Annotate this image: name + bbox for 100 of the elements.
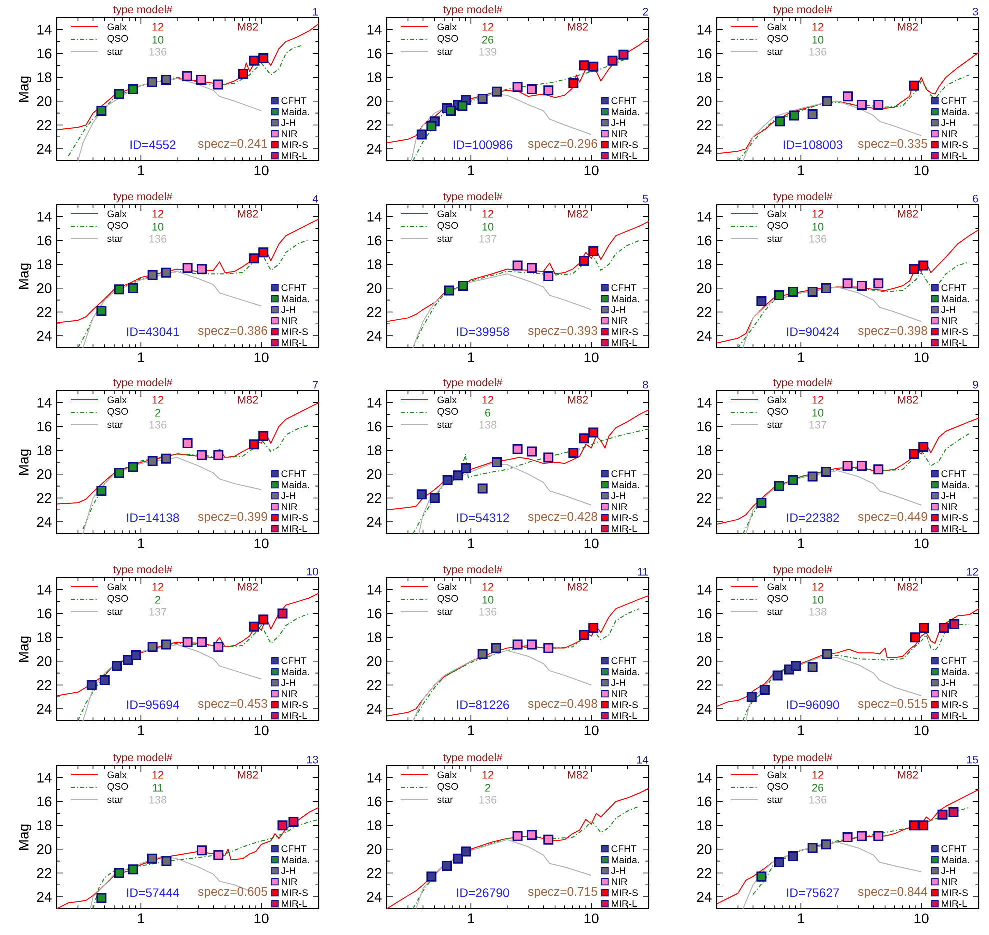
- annotation: ID=14138: [127, 514, 180, 522]
- annotation: ID=43041: [127, 328, 180, 336]
- y-tick-label: 24: [37, 144, 52, 154]
- y-tick-label: 14: [368, 585, 382, 595]
- legend-label: Galx: [768, 23, 787, 30]
- annotation: M82: [238, 210, 258, 218]
- annotation: specz=0.844: [858, 887, 928, 899]
- y-tick-label: 24: [367, 144, 382, 154]
- annotation: 10: [482, 596, 494, 604]
- annotation: ID=39958: [457, 328, 510, 336]
- y-tick-label: 22: [367, 680, 382, 690]
- annotation: ID=54312: [457, 514, 510, 522]
- y-tick-label: 24: [697, 704, 712, 714]
- annotation: M82: [238, 771, 258, 779]
- x-tick-label: 1: [798, 914, 804, 924]
- annotation: 137: [810, 421, 827, 429]
- legend-label: MIR-L: [942, 152, 968, 160]
- y-tick-label: 16: [38, 48, 52, 59]
- legend-label: CFHT: [942, 470, 967, 478]
- y-tick-label: 16: [698, 236, 712, 246]
- legend-title: type model#: [773, 754, 833, 764]
- legend-label: Maida.: [942, 295, 970, 302]
- y-tick-label: 14: [38, 398, 52, 408]
- chart-title: 5: [643, 195, 648, 203]
- legend-label: Maida.: [612, 668, 640, 676]
- annotation: specz=0.498: [528, 699, 598, 711]
- annotation: 136: [810, 235, 827, 243]
- annotation: ID=75627: [787, 888, 840, 898]
- annotation: M82: [238, 583, 258, 591]
- legend-label: Maida.: [282, 668, 310, 676]
- legend-label: MIR-L: [282, 340, 308, 346]
- legend-label: star: [438, 48, 454, 56]
- annotation: ID=108003: [784, 140, 843, 150]
- y-axis-title: Mag: [19, 264, 32, 289]
- legend-label: CFHT: [612, 98, 637, 104]
- y-tick-label: 24: [697, 517, 712, 527]
- legend-label: MIR-S: [942, 702, 968, 708]
- annotation: ID=81226: [457, 700, 510, 710]
- legend-label: Maida.: [282, 481, 310, 488]
- x-tick-label: 1: [138, 166, 144, 176]
- x-tick-label: 10: [584, 538, 599, 549]
- legend-label: CFHT: [612, 846, 637, 852]
- legend-label: J-H: [281, 306, 296, 314]
- legend-label: CFHT: [942, 846, 967, 852]
- y-axis-title: Mag: [19, 76, 32, 102]
- legend-label: Galx: [438, 771, 457, 778]
- annotation: 136: [480, 608, 497, 616]
- annotation: M82: [568, 771, 588, 779]
- y-tick-label: 22: [367, 307, 382, 318]
- y-axis-title: Mag: [19, 636, 32, 662]
- annotation: 2: [156, 409, 161, 417]
- y-tick-label: 14: [38, 773, 52, 783]
- legend-label: MIR-S: [942, 328, 968, 336]
- annotation: 12: [812, 210, 824, 218]
- x-tick-label: 10: [254, 352, 269, 363]
- chart-title: 8: [643, 380, 648, 389]
- legend-label: MIR-S: [942, 890, 968, 896]
- legend-label: CFHT: [282, 98, 307, 104]
- y-tick-label: 20: [697, 844, 712, 854]
- legend-label: star: [438, 796, 454, 804]
- annotation: ID=90424: [787, 328, 840, 336]
- legend-label: J-H: [281, 120, 296, 126]
- legend-label: QSO: [438, 595, 458, 604]
- legend-label: NIR: [612, 690, 628, 698]
- legend-label: Galx: [438, 396, 457, 404]
- y-tick-label: 22: [367, 120, 382, 130]
- annotation: specz=0.515: [858, 699, 928, 711]
- y-tick-label: 14: [698, 25, 712, 35]
- y-tick-label: 20: [697, 469, 712, 480]
- legend-label: MIR-S: [612, 328, 638, 336]
- legend-label: NIR: [282, 318, 298, 324]
- annotation: specz=0.428: [528, 512, 598, 524]
- legend-label: MIR-S: [612, 514, 638, 522]
- annotation: 12: [152, 23, 164, 31]
- x-tick-label: 1: [798, 726, 804, 736]
- x-tick-label: 10: [254, 914, 269, 924]
- annotation: 136: [150, 235, 167, 243]
- y-tick-label: 22: [697, 680, 712, 690]
- x-tick-label: 10: [584, 914, 599, 924]
- annotation: 136: [810, 48, 827, 56]
- y-tick-label: 18: [698, 632, 712, 643]
- annotation: ID=100986: [454, 140, 513, 150]
- chart-title: 14: [637, 756, 648, 764]
- y-tick-label: 24: [367, 331, 382, 341]
- annotation: 10: [812, 223, 824, 231]
- legend-label: Galx: [768, 771, 787, 778]
- annotation: specz=0.398: [858, 326, 928, 338]
- annotation: specz=0.449: [858, 512, 928, 524]
- annotation: 12: [152, 210, 164, 218]
- y-tick-label: 18: [368, 260, 382, 270]
- legend-label: J-H: [941, 306, 956, 314]
- annotation: M82: [238, 396, 258, 404]
- legend-label: Galx: [768, 396, 787, 404]
- annotation: 12: [812, 23, 824, 31]
- y-tick-label: 22: [37, 120, 52, 130]
- legend-label: NIR: [942, 318, 958, 324]
- x-tick-label: 1: [138, 726, 144, 736]
- y-tick-label: 18: [38, 446, 52, 456]
- y-tick-label: 20: [367, 469, 382, 480]
- chart-title: 7: [313, 381, 318, 389]
